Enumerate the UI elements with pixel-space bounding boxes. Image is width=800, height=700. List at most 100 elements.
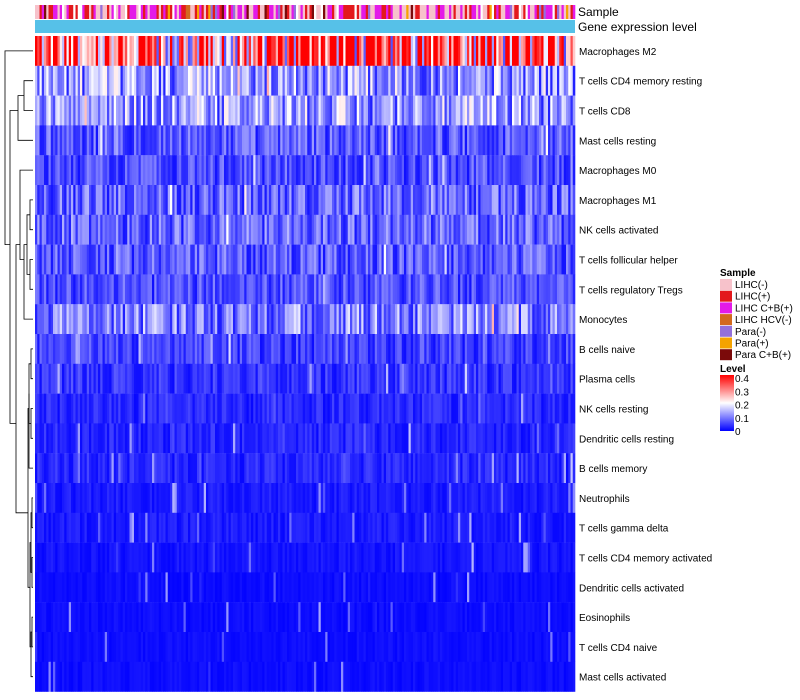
heatmap-cell (262, 512, 265, 543)
heatmap-cell (345, 214, 349, 245)
heatmap-cell (336, 244, 340, 275)
heatmap-cell (480, 125, 484, 156)
heatmap-cell (518, 36, 522, 66)
heatmap-cell (244, 125, 247, 156)
heatmap-cell (35, 542, 38, 573)
heatmap-cell (554, 542, 558, 573)
heatmap-cell (374, 95, 378, 126)
heatmap-cell (471, 334, 475, 364)
heatmap-cell (73, 155, 76, 186)
heatmap-cell (363, 572, 367, 603)
heatmap-cell (280, 214, 283, 245)
heatmap-cell (350, 393, 353, 424)
heatmap-cell (381, 185, 385, 215)
heatmap-cell (176, 65, 180, 96)
heatmap-cell (39, 155, 43, 186)
heatmap-cell (111, 334, 115, 364)
heatmap-cell (82, 95, 85, 126)
heatmap-cell (523, 334, 526, 364)
heatmap-cell (550, 334, 553, 364)
heatmap-cell (352, 393, 355, 424)
heatmap-cell (120, 214, 124, 245)
heatmap-cell (82, 214, 85, 245)
sample-annotation-cell (559, 5, 562, 19)
heatmap-cell (235, 423, 238, 454)
heatmap-cell (485, 125, 488, 156)
heatmap-cell (174, 185, 178, 215)
heatmap-cell (86, 363, 90, 394)
heatmap-cell (262, 453, 265, 484)
heatmap-cell (527, 65, 531, 96)
heatmap-cell (302, 483, 306, 513)
heatmap-cell (467, 363, 470, 394)
heatmap-cell (255, 155, 259, 186)
heatmap-cell (341, 602, 344, 633)
heatmap-cell (356, 125, 360, 156)
sample-annotation-cell (95, 5, 99, 19)
heatmap-cell (125, 155, 128, 186)
heatmap-cell (257, 602, 261, 633)
heatmap-cell (356, 304, 360, 335)
heatmap-cell (68, 572, 72, 603)
heatmap-cell (127, 542, 130, 573)
heatmap-cell (82, 65, 85, 96)
heatmap-cell (329, 393, 333, 424)
heatmap-cell (127, 512, 130, 543)
heatmap-cell (338, 185, 342, 215)
heatmap-cell (568, 95, 571, 126)
heatmap-cell (46, 214, 49, 245)
heatmap-cell (532, 244, 535, 275)
heatmap-cell (568, 185, 571, 215)
heatmap-cell (491, 244, 495, 275)
heatmap-cell (156, 304, 160, 335)
heatmap-cell (473, 483, 477, 513)
heatmap-cell (453, 95, 457, 126)
heatmap-cell (336, 65, 340, 96)
heatmap-cell (210, 423, 214, 454)
heatmap-cell (498, 125, 502, 156)
heatmap-cell (363, 244, 367, 275)
heatmap-cell (487, 363, 490, 394)
heatmap-cell (527, 572, 531, 603)
heatmap-cell (239, 244, 243, 275)
heatmap-cell (197, 512, 200, 543)
heatmap-cell (269, 572, 272, 603)
heatmap-cell (440, 423, 443, 454)
sample-annotation-cell (404, 5, 407, 19)
heatmap-cell (217, 572, 220, 603)
heatmap-cell (451, 36, 454, 66)
heatmap-cell (406, 155, 409, 186)
heatmap-cell (41, 542, 45, 573)
heatmap-cell (311, 453, 315, 484)
heatmap-cell (336, 155, 340, 186)
heatmap-cell (59, 244, 63, 275)
heatmap-cell (64, 453, 67, 484)
heatmap-cell (107, 65, 110, 96)
heatmap-cell (174, 512, 178, 543)
heatmap-cell (167, 393, 171, 424)
heatmap-cell (399, 453, 403, 484)
heatmap-cell (44, 125, 47, 156)
heatmap-cell (291, 185, 295, 215)
heatmap-cell (374, 65, 378, 96)
heatmap-cell (352, 155, 355, 186)
heatmap-cell (343, 244, 346, 275)
heatmap-cell (329, 363, 333, 394)
heatmap-cell (329, 125, 333, 156)
heatmap-cell (554, 453, 558, 484)
heatmap-cell (469, 65, 472, 96)
heatmap-cell (66, 423, 70, 454)
heatmap-cell (444, 483, 448, 513)
heatmap-cell (320, 423, 324, 454)
heatmap-cell (428, 125, 432, 156)
heatmap-cell (548, 244, 551, 275)
heatmap-cell (455, 393, 459, 424)
heatmap-cell (458, 244, 461, 275)
heatmap-cell (496, 334, 499, 364)
heatmap-cell (570, 334, 574, 364)
heatmap-cell (246, 602, 250, 633)
heatmap-cell (345, 244, 349, 275)
heatmap-cell (246, 512, 250, 543)
heatmap-cell (570, 483, 574, 513)
